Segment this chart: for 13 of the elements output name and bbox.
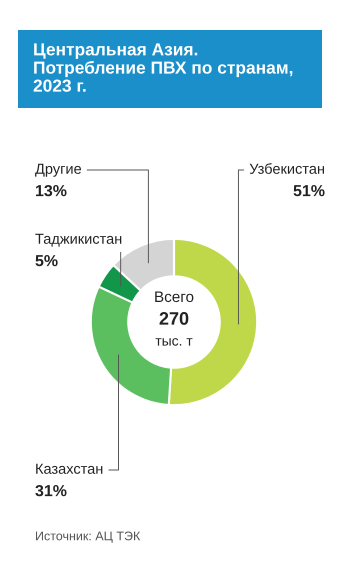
slice-label: Казахстан	[36, 464, 102, 474]
chart-title: Центральная Азия. Потребление ПВХ по странам, 2023 г.	[34, 43, 292, 92]
data-label: 5%	[35, 255, 58, 266]
slice-label: Узбекистан	[250, 163, 324, 174]
text: тыс. т	[156, 338, 192, 346]
slice-label: Другие	[35, 164, 82, 177]
text: Источник: АЦ ТЭК	[36, 532, 140, 543]
slice-label: Таджикистан	[35, 234, 122, 247]
data-label: 51%	[294, 185, 325, 196]
text: Всего	[155, 291, 194, 302]
data-label: 31%	[35, 484, 67, 496]
data-label: 13%	[36, 184, 67, 196]
text: 270	[160, 312, 188, 325]
